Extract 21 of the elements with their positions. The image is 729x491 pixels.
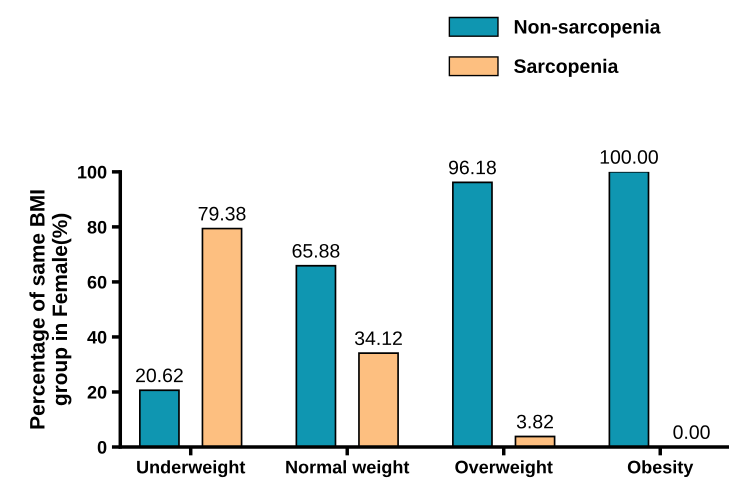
x-tick-label: Overweight bbox=[455, 460, 553, 478]
x-tick-label: Obesity bbox=[628, 460, 694, 478]
data-label: 0.00 bbox=[673, 425, 710, 439]
y-tick-label: 20 bbox=[88, 386, 106, 399]
y-tick-label: 0 bbox=[98, 440, 106, 454]
y-tick-label: 40 bbox=[87, 330, 106, 344]
y-axis-title: Percentage of same BMI group in Female(%) bbox=[29, 190, 72, 428]
y-tick-label: 100 bbox=[78, 166, 106, 179]
y-tick-label: 80 bbox=[88, 220, 106, 234]
data-label: 34.12 bbox=[354, 331, 402, 346]
x-tick-label: Underweight bbox=[137, 460, 246, 478]
legend-label: Non-sarcopenia bbox=[514, 19, 661, 38]
data-label: 65.88 bbox=[292, 244, 340, 258]
data-label: 79.38 bbox=[198, 206, 246, 221]
data-label: 96.18 bbox=[449, 160, 496, 174]
data-label: 3.82 bbox=[516, 414, 553, 428]
x-tick-label: Normal weight bbox=[286, 460, 410, 478]
legend-label: Sarcopenia bbox=[514, 58, 618, 77]
y-tick-label: 60 bbox=[88, 276, 106, 289]
data-label: 100.00 bbox=[600, 150, 658, 164]
data-label: 20.62 bbox=[136, 368, 183, 382]
